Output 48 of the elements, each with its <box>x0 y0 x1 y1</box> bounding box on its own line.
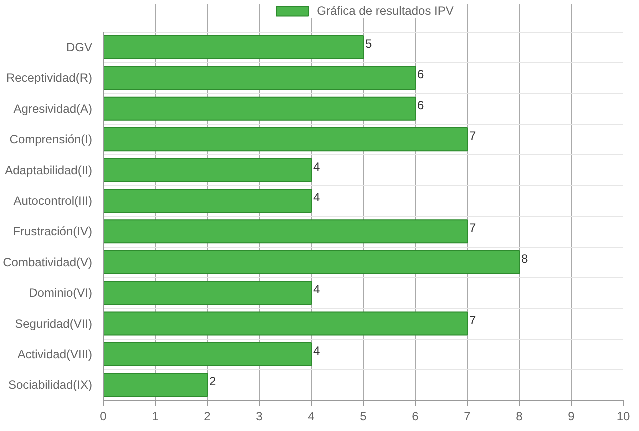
data-label: 2 <box>210 374 216 389</box>
data-label: 6 <box>418 68 424 82</box>
bar <box>104 250 520 274</box>
y-tick-label: Comprensión(I) <box>10 132 93 147</box>
bar <box>104 158 312 182</box>
data-label: 4 <box>314 282 320 297</box>
y-tick-label: Adaptabilidad(II) <box>5 163 93 178</box>
data-label: 4 <box>314 160 320 174</box>
x-tick-label: 2 <box>204 410 212 424</box>
data-label: 5 <box>366 36 372 51</box>
bar <box>104 281 312 306</box>
x-tick-label: 3 <box>256 410 264 424</box>
y-tick-label: Combatividad(V) <box>3 255 93 270</box>
bar <box>104 35 364 60</box>
x-tick-label: 5 <box>360 410 368 424</box>
y-tick-label: Receptividad(R) <box>6 71 93 86</box>
x-tick-label: 4 <box>308 410 316 424</box>
data-label: 4 <box>314 344 320 358</box>
bar <box>104 66 416 90</box>
data-label: 8 <box>522 252 528 266</box>
y-tick-label: Seguridad(VII) <box>15 316 93 331</box>
legend-label: Gráfica de resultados IPV <box>317 4 454 18</box>
bar <box>104 188 312 213</box>
data-label: 7 <box>470 129 476 144</box>
y-tick-label: Frustración(IV) <box>13 224 93 239</box>
x-tick-label: 7 <box>464 410 472 424</box>
bar <box>104 373 208 398</box>
x-tick-label: 10 <box>616 410 630 424</box>
bar <box>104 96 416 121</box>
y-tick-label: DGV <box>66 40 93 54</box>
x-tick-label: 9 <box>568 410 576 424</box>
x-tick-label: 8 <box>516 410 524 424</box>
y-tick-label: Dominio(VI) <box>29 286 93 300</box>
data-label: 6 <box>418 98 424 112</box>
bar <box>104 342 312 366</box>
y-tick-label: Sociabilidad(IX) <box>8 378 93 392</box>
bar <box>104 128 468 152</box>
x-tick-label: 6 <box>412 410 420 424</box>
y-tick-label: Autocontrol(III) <box>14 194 93 208</box>
bar <box>104 312 468 336</box>
data-label: 4 <box>314 190 320 204</box>
y-tick-label: Agresividad(A) <box>14 102 93 116</box>
x-tick-label: 0 <box>100 410 108 424</box>
data-label: 7 <box>470 221 476 236</box>
bar <box>104 220 468 244</box>
y-tick-label: Actividad(VIII) <box>18 347 93 362</box>
x-tick-label: 1 <box>152 410 160 424</box>
data-label: 7 <box>470 313 476 328</box>
